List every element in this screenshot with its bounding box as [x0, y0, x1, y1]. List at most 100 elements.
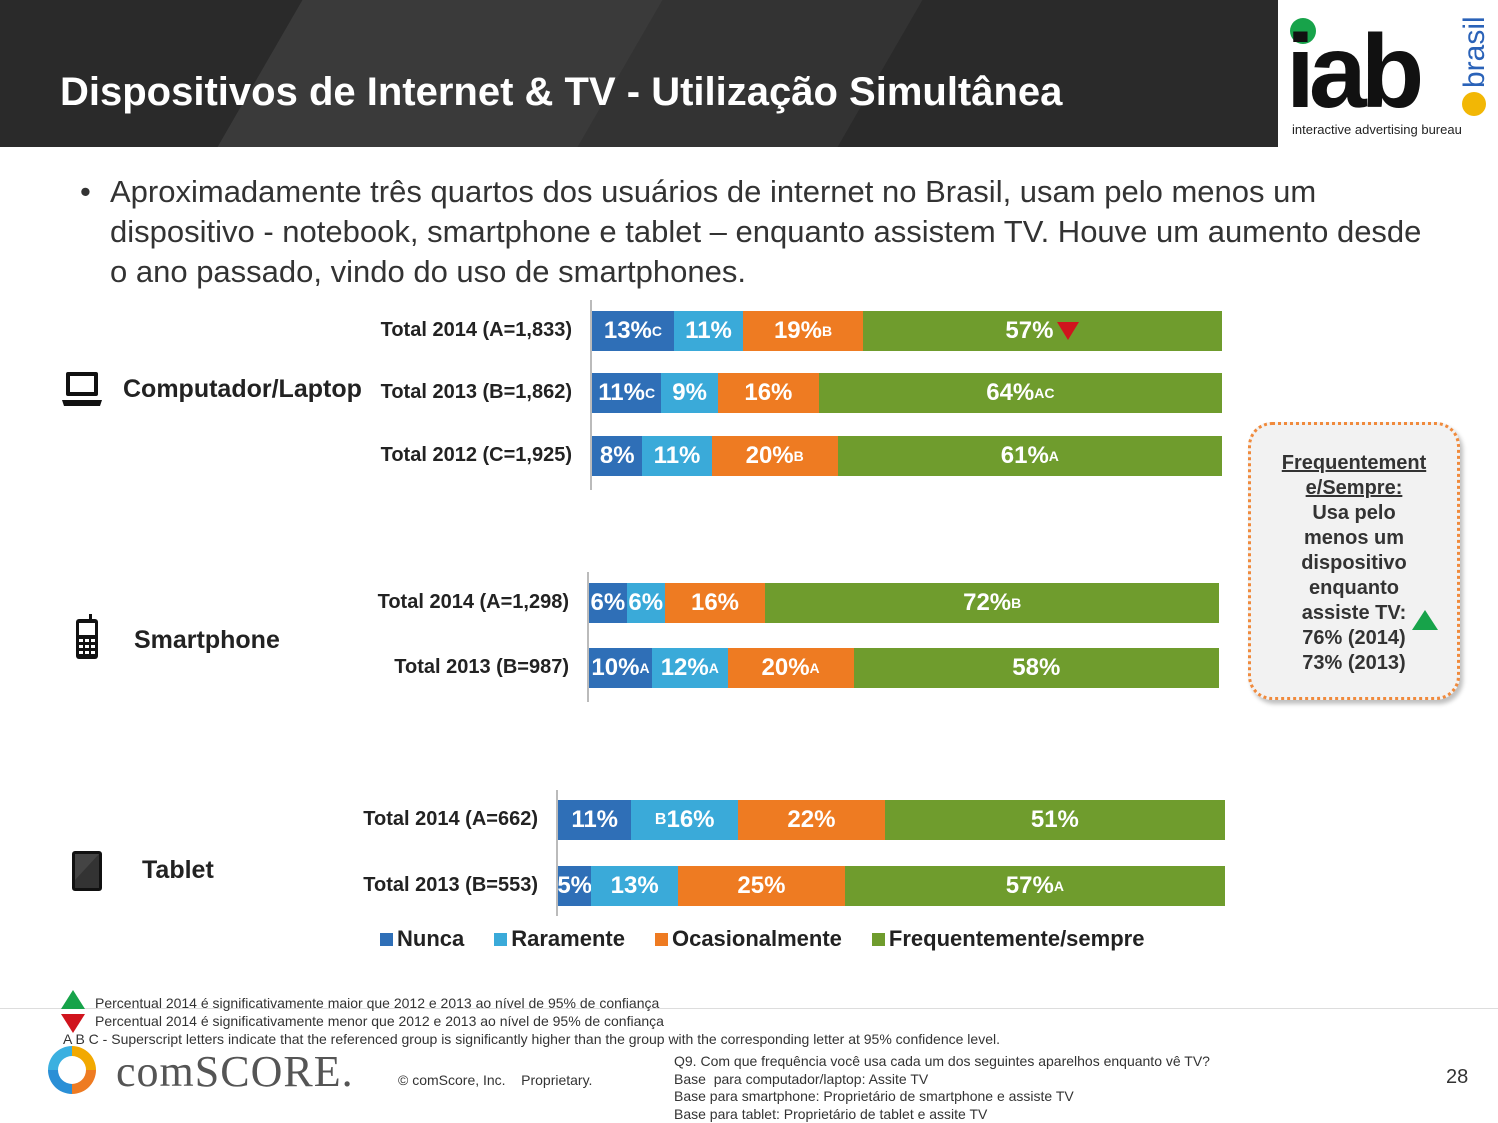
question-text: Q9. Com que frequência você usa cada um …: [674, 1053, 1210, 1069]
iab-logo-text: iab: [1286, 14, 1424, 130]
iab-logo-green-dot: [1290, 18, 1316, 44]
bar-segment: 13%: [591, 866, 679, 906]
data-label: 13%: [610, 872, 659, 899]
bar-segment: 64% AC: [818, 373, 1222, 413]
footnote-down: Percentual 2014 é significativamente men…: [95, 1013, 664, 1029]
row-label: Total 2014 (A=662): [363, 808, 538, 830]
bar-segment: 61% A: [837, 436, 1222, 476]
base-laptop: Base para computador/laptop: Assite TV: [674, 1071, 929, 1087]
decrease-triangle-icon: [1057, 322, 1080, 340]
data-label: 9%: [672, 379, 707, 406]
superscript-letter: C: [644, 385, 656, 401]
iab-logo-brasil: brasil: [1458, 16, 1491, 88]
bar-segment: 20% A: [727, 648, 854, 688]
data-label: 61%: [1000, 442, 1049, 469]
comscore-logo-icon: [48, 1046, 96, 1094]
legend-item-raramente: Raramente: [494, 926, 625, 952]
callout-line: 73% (2013): [1302, 652, 1406, 674]
callout-line: Usa pelo: [1312, 502, 1396, 524]
iab-logo-yellow-dot: [1462, 92, 1486, 116]
bar-segment: 13% C: [592, 311, 674, 351]
superscript-letter: B: [793, 448, 804, 464]
data-label: 19%: [773, 317, 822, 344]
legend-down-triangle-icon: [61, 1014, 85, 1033]
data-label: 16%: [666, 806, 715, 833]
axis-line-laptop: [590, 300, 592, 490]
data-label: 16%: [690, 589, 740, 616]
superscript-letter: B: [821, 323, 833, 339]
page-number: 28: [1446, 1066, 1469, 1088]
row-label: Total 2012 (C=1,925): [380, 444, 572, 466]
superscript-letter: A: [1048, 448, 1059, 464]
legend-item-nunca: Nunca: [380, 926, 464, 952]
data-label: 25%: [737, 872, 786, 899]
superscript-letter: A: [809, 660, 820, 676]
data-label: 16%: [744, 379, 793, 406]
bar-segment: 11%: [558, 800, 632, 840]
data-label: 64%: [986, 379, 1035, 406]
legend-item-ocasionalmente: Ocasionalmente: [654, 926, 842, 952]
header-banner: [0, 0, 1278, 147]
smartphone-icon: [76, 614, 98, 659]
bar-segment: 25%: [678, 866, 845, 906]
copyright: © comScore, Inc. Proprietary.: [398, 1072, 593, 1088]
data-label: 20%: [745, 442, 794, 469]
bar-segment: 11%: [673, 311, 744, 351]
row-label: Total 2013 (B=1,862): [380, 381, 572, 403]
callout-line: menos um: [1303, 527, 1405, 549]
data-label: 57%: [1005, 872, 1054, 899]
legend-up-triangle-icon: [61, 990, 85, 1009]
bar-row: 6% 6% 16% 72% B: [589, 583, 1219, 623]
data-label: 20%: [761, 654, 810, 681]
callout-line: 76% (2014): [1302, 627, 1406, 649]
bar-segment: B 16%: [631, 800, 739, 840]
callout-line: assiste TV:: [1301, 602, 1407, 624]
comscore-logo-text: comSCORE.: [116, 1047, 354, 1096]
data-label: 12%: [660, 654, 709, 681]
superscript-letter: B: [1011, 595, 1022, 611]
bar-segment: 16%: [664, 583, 766, 623]
footnote-abc: A B C - Superscript letters indicate tha…: [63, 1031, 1000, 1047]
bar-segment: 12% A: [652, 648, 728, 688]
data-label: 51%: [1030, 806, 1079, 833]
footnote-up: Percentual 2014 é significativamente mai…: [95, 995, 660, 1011]
base-smartphone: Base para smartphone: Proprietário de sm…: [674, 1088, 1074, 1104]
bar-row: 8% 11% 20% B 61% A: [592, 436, 1222, 476]
bar-segment: 11% C: [592, 373, 662, 413]
bar-segment: 6%: [626, 583, 665, 623]
bar-segment: 57%: [862, 311, 1222, 351]
axis-line-smartphone: [587, 572, 589, 702]
subscript-letter: A: [1053, 878, 1064, 894]
data-label: 22%: [787, 806, 836, 833]
data-label: 57%: [1005, 317, 1054, 344]
bar-segment: 5%: [558, 866, 592, 906]
callout-line: dispositivo: [1301, 552, 1407, 574]
bar-segment: 20% B: [711, 436, 838, 476]
bullet-dot-icon: •: [80, 174, 91, 209]
bar-segment: 57% A: [844, 866, 1225, 906]
bar-row: 11% C 9% 16% 64% AC: [592, 373, 1222, 413]
data-label: 13%: [603, 317, 652, 344]
bar-row: 5% 13% 25% 57% A: [558, 866, 1225, 906]
bar-row: 13% C 11% 19% B 57%: [592, 311, 1222, 351]
tablet-icon: [72, 851, 102, 891]
increase-triangle-icon: [1412, 610, 1438, 630]
data-label: 6%: [590, 589, 626, 616]
group-label-tablet: Tablet: [142, 856, 214, 884]
bar-row: 11% B 16% 22% 51%: [558, 800, 1225, 840]
bar-segment: 51%: [884, 800, 1225, 840]
superscript-letter: AC: [1034, 385, 1055, 401]
bar-segment: 10% A: [589, 648, 652, 688]
data-label: 5%: [558, 872, 592, 899]
data-label: 11%: [598, 379, 645, 406]
footer-divider: [0, 1008, 1498, 1009]
row-label: Total 2013 (B=987): [394, 656, 569, 678]
bar-segment: 8%: [592, 436, 643, 476]
summary-text: Aproximadamente três quartos dos usuário…: [110, 174, 1422, 289]
superscript-letter: A: [708, 660, 719, 676]
callout-line: enquanto: [1309, 577, 1399, 599]
bar-segment: 22%: [738, 800, 885, 840]
row-label: Total 2013 (B=553): [363, 874, 538, 896]
data-label: 58%: [1012, 654, 1061, 681]
data-label: 6%: [628, 589, 664, 616]
